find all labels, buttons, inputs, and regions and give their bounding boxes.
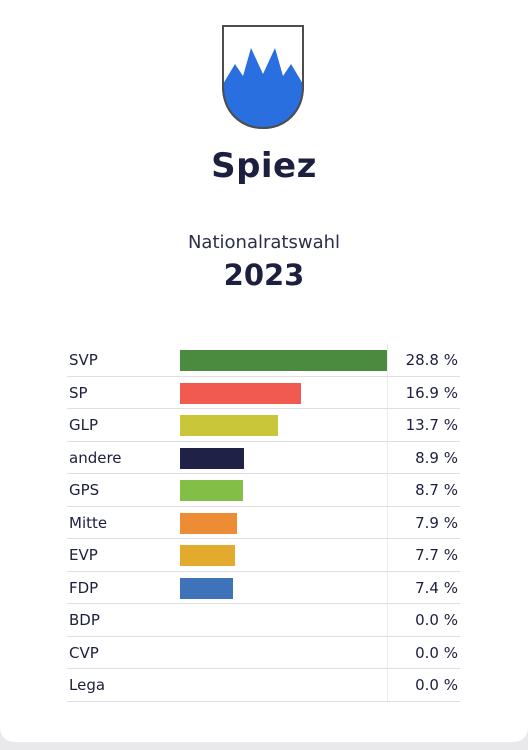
party-label: SP	[69, 383, 88, 402]
party-row: EVP 7.7 %	[67, 539, 460, 572]
bar-track	[180, 512, 387, 534]
column-divider	[387, 571, 388, 603]
column-divider	[387, 409, 388, 441]
party-row: SP 16.9 %	[67, 376, 460, 409]
result-bar	[180, 545, 235, 566]
party-row: BDP 0.0 %	[67, 604, 460, 637]
vote-share-label: 28.8 %	[405, 351, 458, 369]
bar-track	[180, 415, 387, 436]
vote-share-label: 7.9 %	[415, 513, 458, 532]
party-label: GPS	[69, 481, 100, 499]
column-divider	[387, 636, 388, 668]
vote-share-label: 7.7 %	[415, 546, 458, 564]
column-divider	[387, 539, 388, 571]
bar-track	[180, 447, 387, 469]
column-divider	[387, 604, 388, 636]
result-bar	[180, 415, 278, 436]
column-divider	[387, 376, 388, 408]
result-bar	[180, 512, 237, 534]
bar-track	[180, 382, 387, 404]
column-divider	[387, 441, 388, 473]
vote-share-label: 7.4 %	[415, 578, 458, 597]
bar-track	[180, 350, 387, 371]
party-label: FDP	[69, 578, 99, 597]
bar-track	[180, 610, 387, 631]
party-label: andere	[69, 448, 122, 467]
bar-track	[180, 675, 387, 696]
party-label: BDP	[69, 611, 100, 629]
bar-track	[180, 643, 387, 664]
results-chart: SVP 28.8 % SP 16.9 % GLP 13.7 % andere 8.9 % GPS…	[67, 344, 460, 702]
party-row: SVP 28.8 %	[67, 344, 460, 377]
party-row: andere 8.9 %	[67, 441, 460, 474]
vote-share-label: 16.9 %	[405, 383, 458, 402]
bar-track	[180, 545, 387, 566]
vote-share-label: 8.9 %	[415, 448, 458, 467]
party-row: GPS 8.7 %	[67, 474, 460, 507]
party-row: CVP 0.0 %	[67, 636, 460, 669]
column-divider	[387, 669, 388, 701]
election-year: 2023	[223, 258, 305, 292]
vote-share-label: 0.0 %	[415, 611, 458, 629]
party-label: GLP	[69, 416, 99, 434]
party-label: CVP	[69, 643, 99, 662]
result-bar	[180, 350, 387, 371]
result-bar	[180, 480, 243, 501]
vote-share-label: 8.7 %	[415, 481, 458, 499]
party-label: EVP	[69, 546, 98, 564]
vote-share-label: 0.0 %	[415, 676, 458, 694]
party-row: GLP 13.7 %	[67, 409, 460, 442]
party-label: Mitte	[69, 513, 108, 532]
party-label: Lega	[69, 676, 106, 694]
party-row: Lega 0.0 %	[67, 669, 460, 702]
column-divider	[387, 474, 388, 506]
result-bar	[180, 577, 233, 599]
result-bar	[180, 382, 301, 404]
bar-track	[180, 577, 387, 599]
municipality-name: Spiez	[211, 146, 317, 186]
party-label: SVP	[69, 351, 98, 369]
coat-of-arms-icon	[222, 25, 304, 130]
election-title: Nationalratswahl	[187, 232, 341, 253]
result-bar	[180, 447, 244, 469]
party-row: FDP 7.4 %	[67, 571, 460, 604]
vote-share-label: 0.0 %	[415, 643, 458, 662]
vote-share-label: 13.7 %	[405, 416, 458, 434]
column-divider	[387, 506, 388, 538]
party-row: Mitte 7.9 %	[67, 506, 460, 539]
bar-track	[180, 480, 387, 501]
column-divider	[387, 344, 388, 376]
